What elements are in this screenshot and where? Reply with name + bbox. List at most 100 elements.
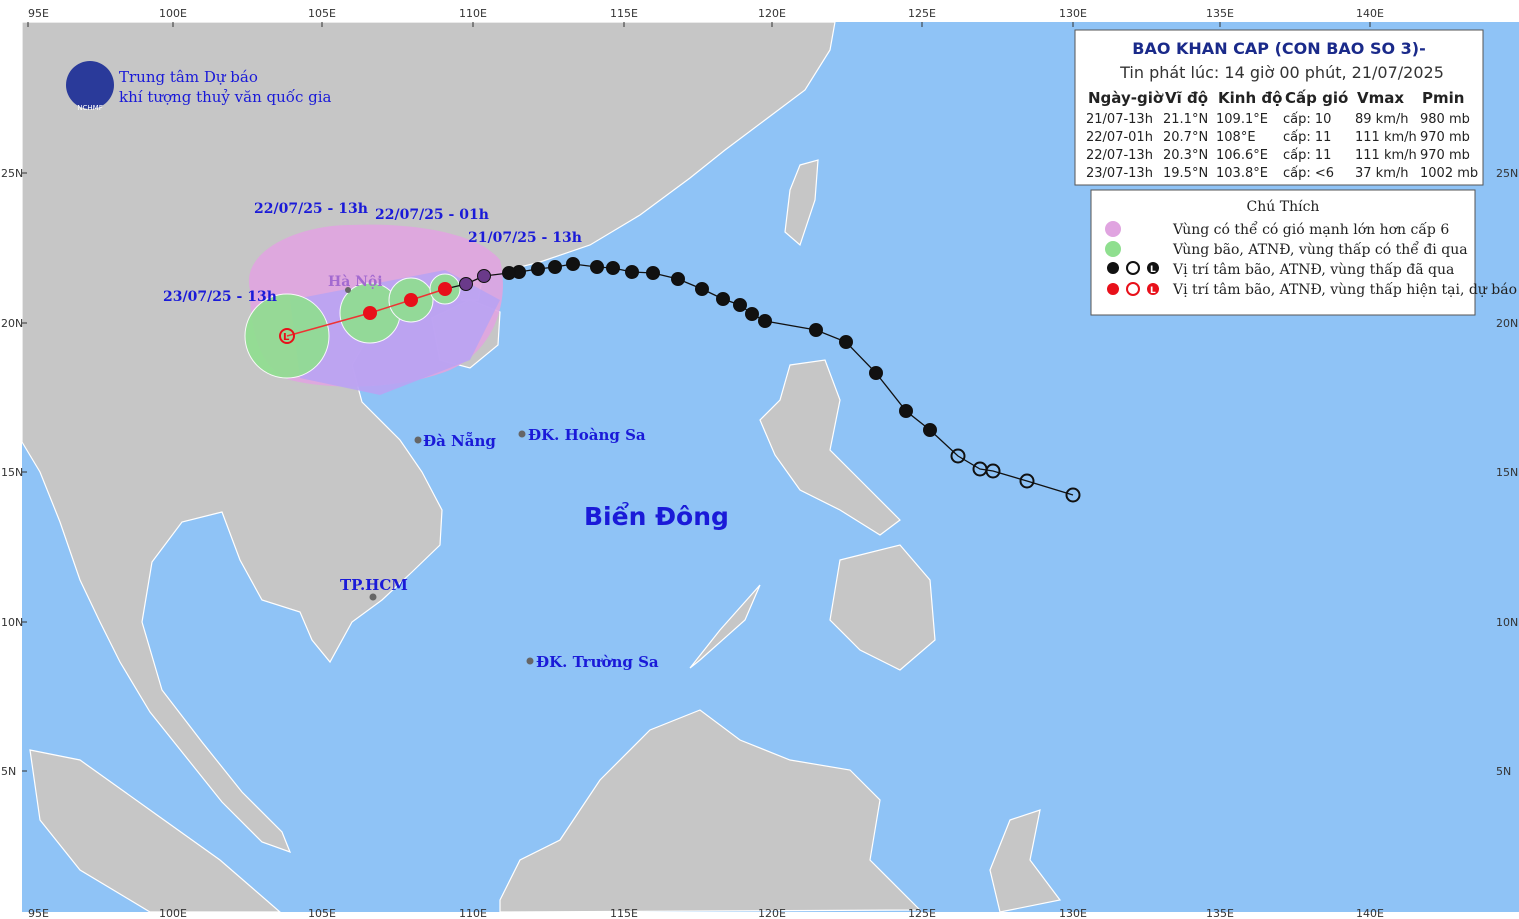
place-dot	[518, 430, 526, 438]
time-label: 21/07/25 - 13h	[468, 230, 582, 246]
place-dot	[369, 593, 377, 601]
legend-item: Vị trí tâm bão, ATNĐ, vùng thấp đã qua	[1172, 261, 1454, 278]
lon-label: 135E	[1206, 907, 1234, 919]
legend-item: Vị trí tâm bão, ATNĐ, vùng thấp hiện tại…	[1172, 281, 1517, 298]
sea-label: Biển Đông	[584, 501, 729, 531]
time-label: 23/07/25 - 13h	[163, 289, 277, 305]
table-cell: cấp: 10	[1283, 112, 1331, 127]
track-point	[695, 282, 709, 296]
track-point	[839, 335, 853, 349]
lon-label: 130E	[1059, 907, 1087, 919]
table-header: Vmax	[1357, 89, 1404, 107]
table-cell: 106.6°E	[1216, 148, 1268, 163]
legend-symbol: L	[1150, 265, 1156, 275]
table-cell: 111 km/h	[1355, 130, 1417, 145]
track-point	[625, 265, 639, 279]
lon-label: 110E	[459, 907, 487, 919]
forecast-points	[279, 282, 452, 344]
table-cell: 22/07-13h	[1086, 148, 1153, 163]
place-dot	[414, 436, 422, 444]
table-cell: 37 km/h	[1355, 166, 1409, 181]
bulletin-title: BAO KHAN CAP (CON BAO SO 3)-	[1132, 39, 1425, 58]
track-point	[531, 262, 545, 276]
table-header: Cấp gió	[1285, 89, 1348, 107]
table-cell: 980 mb	[1420, 112, 1470, 127]
table-cell: 21.1°N	[1163, 112, 1208, 127]
lon-label: 140E	[1356, 7, 1384, 20]
place-label: Đà Nẵng	[423, 431, 496, 450]
track-point	[809, 323, 823, 337]
org-line: Trung tâm Dự báo	[119, 68, 258, 86]
table-cell: 970 mb	[1420, 148, 1470, 163]
lon-label: 95E	[28, 7, 49, 20]
table-header: Kinh độ	[1218, 89, 1282, 107]
track-point	[477, 269, 491, 283]
lat-label: 10N	[1496, 616, 1518, 629]
low-symbol: L	[283, 332, 290, 343]
lon-label: 105E	[308, 7, 336, 20]
bulletin-table: Ngày-giờ Vĩ độ Kinh độ Cấp gió Vmax Pmin 21/07…	[1086, 89, 1478, 181]
table-cell: 23/07-13h	[1086, 166, 1153, 181]
table-cell: 108°E	[1216, 130, 1256, 145]
lon-label: 115E	[610, 7, 638, 20]
table-cell: 22/07-01h	[1086, 130, 1153, 145]
table-cell: cấp: 11	[1283, 130, 1331, 145]
time-label: 22/07/25 - 13h	[254, 201, 368, 217]
lon-label: 95E	[28, 907, 49, 919]
lat-label: 20N	[1, 317, 23, 330]
lon-label: 100E	[159, 7, 187, 20]
table-cell: 1002 mb	[1420, 166, 1478, 181]
track-point	[671, 272, 685, 286]
legend-box: Chú Thích L L Vùng có thể có gió mạnh lớ…	[1090, 189, 1517, 316]
track-point	[733, 298, 747, 312]
legend-item: Vùng bão, ATNĐ, vùng thấp có thể đi qua	[1172, 240, 1468, 258]
lon-label: 125E	[908, 7, 936, 20]
lon-label: 140E	[1356, 907, 1384, 919]
table-cell: 89 km/h	[1355, 112, 1409, 127]
lat-label: 10N	[1, 616, 23, 629]
table-cell: 970 mb	[1420, 130, 1470, 145]
table-cell: 111 km/h	[1355, 148, 1417, 163]
bulletin-box: BAO KHAN CAP (CON BAO SO 3)- Tin phát lú…	[1074, 29, 1484, 186]
table-cell: cấp: <6	[1283, 166, 1334, 181]
table-header: Vĩ độ	[1165, 89, 1208, 107]
lon-label: 105E	[308, 907, 336, 919]
legend-symbol: L	[1150, 286, 1156, 296]
place-dot	[345, 287, 351, 293]
track-line	[444, 263, 1074, 496]
track-point	[548, 260, 562, 274]
table-header: Ngày-giờ	[1088, 89, 1164, 107]
logo-text: NCHMF	[77, 104, 102, 112]
track-point	[950, 448, 966, 464]
track-point	[899, 404, 913, 418]
axes: 95E 95E 100E 100E 105E 105E 110E 110E 115E 115E 12…	[1, 7, 1518, 919]
table-cell: 103.8°E	[1216, 166, 1268, 181]
table-cell: 20.3°N	[1163, 148, 1208, 163]
lon-label: 130E	[1059, 7, 1087, 20]
track-point	[606, 261, 620, 275]
lat-label: 15N	[1496, 466, 1518, 479]
lon-label: 115E	[610, 907, 638, 919]
track-point	[869, 366, 883, 380]
lat-label: 20N	[1496, 317, 1518, 330]
org-line: khí tượng thuỷ văn quốc gia	[119, 88, 332, 106]
place-label: TP.HCM	[340, 576, 408, 594]
time-label: 22/07/25 - 01h	[375, 207, 489, 223]
lon-label: 125E	[908, 907, 936, 919]
lat-label: 25N	[1, 167, 23, 180]
place-label: ĐK. Trường Sa	[536, 653, 659, 671]
table-cell: 19.5°N	[1163, 166, 1208, 181]
track-point	[745, 307, 759, 321]
place-dot	[526, 657, 534, 665]
table-cell: cấp: 11	[1283, 148, 1331, 163]
track-point	[590, 260, 604, 274]
bulletin-issued: Tin phát lúc: 14 giờ 00 phút, 21/07/2025	[1119, 63, 1444, 82]
lat-label: 5N	[1496, 765, 1511, 778]
lon-label: 120E	[758, 907, 786, 919]
track-point	[1065, 487, 1081, 503]
track-point	[923, 423, 937, 437]
lat-label: 25N	[1496, 167, 1518, 180]
logo: NCHMF	[66, 61, 114, 112]
track-point	[646, 266, 660, 280]
